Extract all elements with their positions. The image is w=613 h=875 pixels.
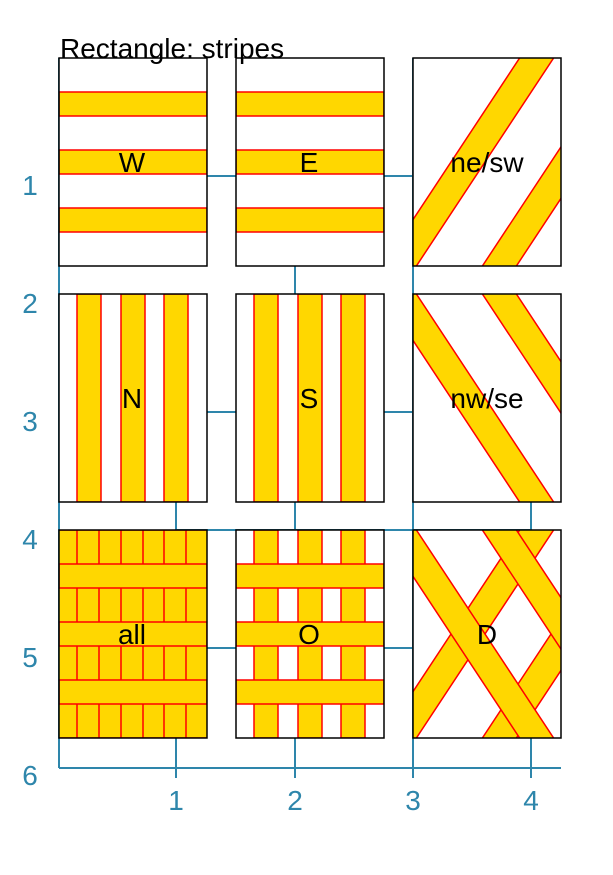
panel-d	[413, 490, 613, 778]
panel-nw-se	[413, 254, 613, 542]
x-tick-label-3: 3	[405, 785, 421, 816]
y-tick-label-6: 6	[22, 760, 38, 791]
stripe-vertical	[340, 294, 366, 502]
panel-border	[235, 293, 385, 503]
y-tick-label-2: 2	[22, 288, 38, 319]
panel-label: ne/sw	[450, 147, 524, 178]
y-tick-label-5: 5	[22, 642, 38, 673]
panel-border	[412, 57, 562, 267]
stripe-diagonal	[556, 490, 613, 778]
stripe-diagonal	[481, 294, 561, 415]
panel-label: all	[118, 619, 146, 650]
x-tick-label-4: 4	[523, 785, 539, 816]
stripe-diagonal	[413, 58, 555, 266]
stripe-horizontal	[236, 149, 384, 175]
stripe-diagonal	[481, 617, 561, 738]
panel-o	[236, 530, 384, 738]
stripe-vertical	[297, 294, 323, 502]
panel-border	[235, 529, 385, 739]
stripe-horizontal	[59, 207, 207, 233]
stripe-horizontal	[59, 91, 207, 117]
stripe-diagonal	[556, 490, 613, 778]
panel-border	[235, 57, 385, 267]
stripe-horizontal	[59, 149, 207, 175]
stripe-horizontal	[236, 91, 384, 117]
panel-label: E	[300, 147, 319, 178]
stripe-horizontal	[236, 621, 384, 647]
panel-border	[412, 529, 562, 739]
stripe-vertical	[120, 294, 146, 502]
x-tick-label-1: 1	[168, 785, 184, 816]
panel-label: S	[300, 383, 319, 414]
panel-label: N	[122, 383, 142, 414]
y-tick-label-1: 1	[22, 170, 38, 201]
panel-n	[59, 294, 207, 502]
panel-label: O	[298, 619, 320, 650]
stripe-horizontal	[236, 207, 384, 233]
stripe-diagonal	[556, 254, 613, 542]
stripe-vertical	[76, 294, 102, 502]
panel-e	[236, 58, 384, 266]
stripe-horizontal	[59, 679, 207, 705]
stripe-diagonal	[481, 145, 561, 266]
panel-border	[58, 529, 208, 739]
panel-border	[58, 57, 208, 267]
y-tick-label-4: 4	[22, 524, 38, 555]
panel-s	[236, 294, 384, 502]
stripe-vertical	[163, 294, 189, 502]
panel-border	[412, 293, 562, 503]
stripe-diagonal	[556, 18, 613, 306]
panel-label: nw/se	[450, 383, 523, 414]
x-tick-label-2: 2	[287, 785, 303, 816]
panel-w	[59, 58, 207, 266]
stripe-horizontal	[59, 621, 207, 647]
panel-all	[59, 530, 207, 738]
panel-ne-sw	[413, 18, 613, 306]
panel-label: D	[477, 619, 497, 650]
stripe-diagonal	[413, 294, 555, 502]
diagram-title: Rectangle: stripes	[60, 33, 284, 64]
panel-label: W	[119, 147, 146, 178]
stripe-diagonal	[481, 530, 561, 651]
stripe-horizontal	[59, 563, 207, 589]
stripe-vertical	[253, 294, 279, 502]
stripe-horizontal	[236, 563, 384, 589]
y-tick-label-3: 3	[22, 406, 38, 437]
stripe-horizontal	[236, 679, 384, 705]
panel-border	[58, 293, 208, 503]
stripe-diagonal	[413, 530, 555, 738]
